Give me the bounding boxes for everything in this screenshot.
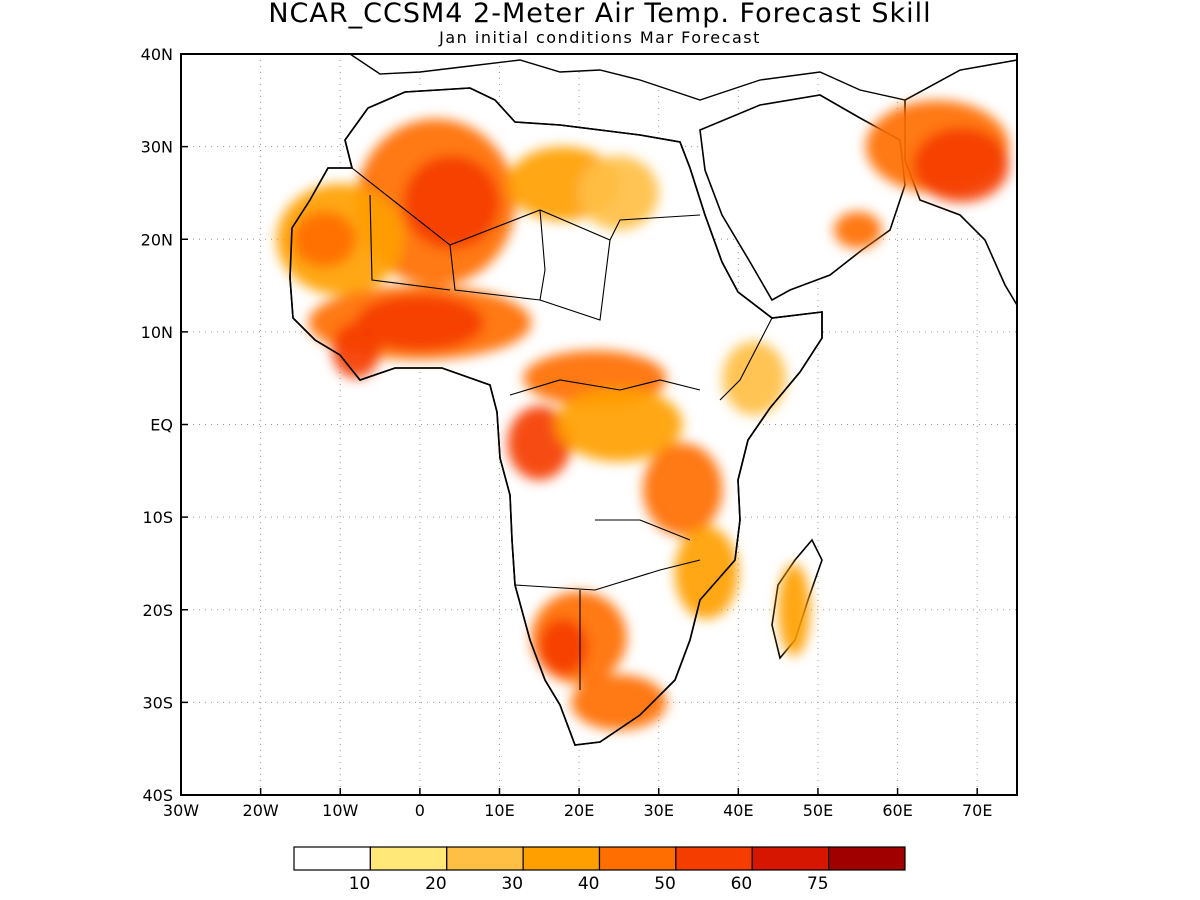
lon-tick-label: 70E — [962, 801, 992, 820]
africa-coastline — [289, 87, 823, 746]
colorbar-swatch — [369, 846, 448, 871]
skill-region — [403, 155, 500, 249]
colorbar-label: 60 — [731, 874, 753, 894]
country-borders — [351, 167, 773, 690]
lon-tick-label: 10E — [484, 801, 514, 820]
lat-tick-label: 10N — [141, 323, 173, 342]
skill-region — [722, 341, 787, 416]
colorbar-label: 30 — [501, 874, 523, 894]
colorbar: 10 20 30 40 50 60 75 — [293, 846, 906, 894]
skill-region — [833, 211, 882, 249]
colorbar-swatch — [522, 846, 601, 871]
skill-region — [571, 674, 667, 731]
lon-tick-label: 0 — [415, 801, 425, 820]
colorbar-swatch — [446, 846, 524, 871]
lon-tick-label: 20W — [243, 801, 279, 820]
lon-tick-label: 30E — [643, 801, 673, 820]
colorbar-swatch — [675, 846, 753, 871]
map-title: NCAR_CCSM4 2-Meter Air Temp. Forecast Sk… — [268, 0, 932, 29]
lat-tick-label: 40N — [141, 45, 173, 64]
lat-tick-label: 20N — [141, 230, 173, 249]
skill-region — [539, 619, 588, 675]
skill-region — [642, 443, 723, 536]
skill-region — [555, 387, 683, 462]
europe-landmass — [348, 54, 1017, 101]
lat-tick-label: 10S — [142, 508, 173, 527]
lon-tick-label: 20E — [564, 801, 594, 820]
colorbar-label: 10 — [349, 874, 371, 894]
lat-tick-label: 20S — [142, 601, 173, 620]
skill-region — [507, 405, 572, 481]
skill-region — [579, 155, 659, 230]
skill-region — [674, 526, 739, 620]
lat-tick-label: EQ — [150, 416, 173, 435]
lon-tick-label: 30W — [163, 801, 199, 820]
axis-ticks: 30W 20W 10W 0 10E 20E 30E 40E 50E 60E 70E 40N 30N 20N… — [141, 45, 993, 820]
lat-tick-label: 40S — [142, 786, 173, 805]
colorbar-swatch — [293, 846, 371, 871]
colorbar-label: 50 — [654, 874, 676, 894]
skill-region — [913, 128, 1010, 203]
colorbar-label: 75 — [807, 874, 829, 894]
skill-region — [356, 294, 484, 351]
colorbar-label: 40 — [578, 874, 600, 894]
lat-tick-label: 30N — [141, 138, 173, 157]
arabia-landmass — [699, 94, 906, 302]
skill-region — [292, 211, 357, 268]
lon-tick-label: 10W — [322, 801, 358, 820]
skill-region — [332, 322, 381, 379]
colorbar-label: 20 — [425, 874, 447, 894]
skill-region — [778, 563, 810, 657]
lon-tick-label: 50E — [803, 801, 833, 820]
colorbar-swatch — [751, 846, 830, 871]
lon-tick-label: 60E — [882, 801, 912, 820]
colorbar-swatch — [598, 846, 677, 871]
colorbar-swatch — [828, 846, 906, 871]
map-subtitle: Jan initial conditions Mar Forecast — [439, 28, 761, 47]
lon-tick-label: 40E — [723, 801, 753, 820]
lat-tick-label: 30S — [142, 693, 173, 712]
